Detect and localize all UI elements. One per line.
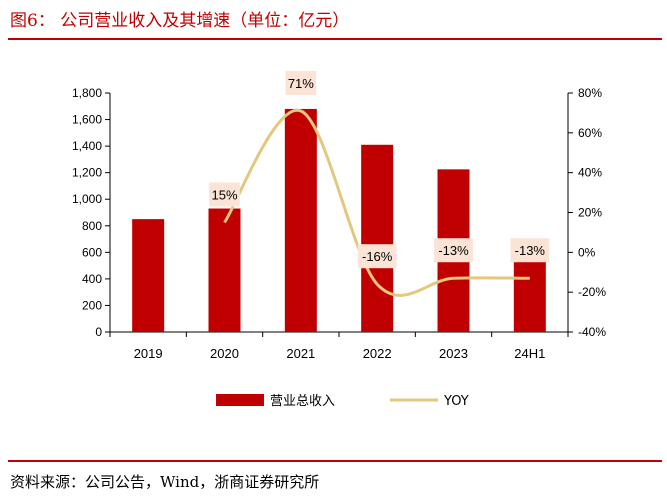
left-tick-label: 1,000	[72, 192, 102, 206]
left-tick-label: 1,800	[72, 86, 102, 100]
bars-layer	[132, 108, 546, 332]
labels-layer: 15% 71% -16% -13% -13%	[209, 70, 550, 269]
left-tick-label: 0	[95, 325, 102, 339]
axes-layer: 0 200 400 600 800 1,000 1,200 1,400 1,600 1,800 -4…	[72, 86, 606, 361]
left-tick-label: 600	[82, 245, 102, 259]
left-tick-label: 400	[82, 272, 102, 286]
x-category-label: 2019	[134, 346, 163, 361]
legend-line-label: YOY	[443, 394, 469, 409]
yoy-label-box	[357, 244, 397, 269]
left-tick-label: 1,600	[72, 113, 102, 127]
left-tick-label: 800	[82, 219, 102, 233]
legend: 营业总收入 YOY	[216, 394, 469, 409]
legend-bar-swatch	[216, 394, 264, 406]
source-divider	[8, 460, 662, 462]
yoy-data-label: -13%	[438, 243, 469, 258]
legend-bar-label: 营业总收入	[270, 394, 335, 409]
left-tick-label: 1,400	[72, 139, 102, 153]
x-category-label: 2020	[210, 346, 239, 361]
revenue-bar	[513, 261, 546, 332]
x-category-label: 2022	[363, 346, 392, 361]
revenue-yoy-chart: 0 200 400 600 800 1,000 1,200 1,400 1,600 1,800 -4…	[72, 70, 606, 409]
right-tick-label: -40%	[578, 325, 606, 339]
left-tick-label: 200	[82, 298, 102, 312]
right-tick-label: 40%	[578, 166, 602, 180]
figure-title: 图6： 公司营业收入及其增速（单位：亿元）	[10, 11, 350, 31]
yoy-label-box	[285, 70, 317, 95]
revenue-bar	[208, 208, 241, 332]
yoy-label-box	[434, 238, 473, 263]
left-tick-label: 1,200	[72, 166, 102, 180]
figure-header: 图6： 公司营业收入及其增速（单位：亿元）	[0, 0, 667, 38]
x-category-label: 24H1	[514, 346, 545, 361]
x-category-label: 2021	[286, 346, 315, 361]
yoy-label-box	[209, 182, 240, 207]
revenue-bar	[132, 219, 165, 332]
revenue-bar	[361, 144, 394, 332]
right-tick-label: -20%	[578, 285, 606, 299]
yoy-data-label: 15%	[211, 187, 237, 202]
yoy-data-label: 71%	[288, 76, 314, 91]
right-tick-label: 80%	[578, 86, 602, 100]
title-divider	[8, 38, 662, 40]
yoy-label-box	[510, 238, 550, 263]
revenue-bar	[284, 108, 317, 332]
x-category-label: 2023	[439, 346, 468, 361]
yoy-data-label: -13%	[515, 243, 546, 258]
right-tick-label: 20%	[578, 206, 602, 220]
yoy-data-label: -16%	[362, 249, 393, 264]
right-tick-label: 0%	[578, 245, 596, 259]
source-note: 资料来源：公司公告，Wind，浙商证券研究所	[10, 473, 320, 491]
right-tick-label: 60%	[578, 126, 602, 140]
